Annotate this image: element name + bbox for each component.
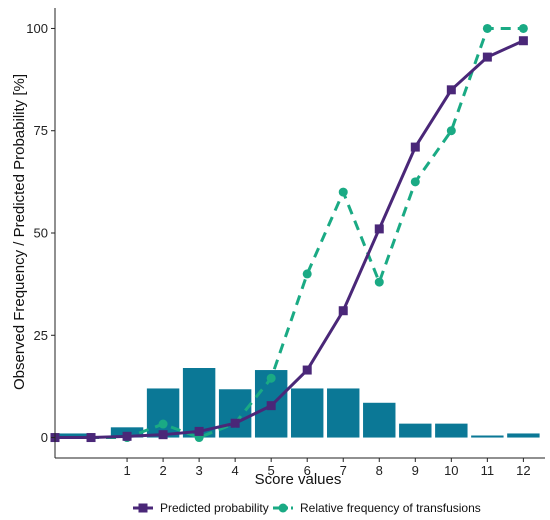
histogram-bar (399, 423, 432, 438)
histogram-bar (327, 388, 360, 438)
observed-point (374, 277, 384, 287)
x-tick-label: 5 (268, 463, 275, 478)
x-tick-label: 4 (232, 463, 239, 478)
histogram-bar (507, 433, 540, 438)
histogram-bar (435, 423, 468, 438)
legend-marker-predicted (138, 503, 148, 513)
predicted-point (302, 365, 312, 375)
predicted-point (122, 431, 132, 441)
predicted-point (338, 306, 348, 316)
predicted-point (86, 433, 96, 443)
legend-label-predicted: Predicted probability (160, 501, 269, 515)
observed-point (266, 373, 276, 383)
legend-marker-observed (278, 503, 288, 513)
predicted-point (482, 52, 492, 62)
observed-point (410, 177, 420, 187)
x-tick-label: 7 (340, 463, 347, 478)
histogram-bar (363, 402, 396, 438)
x-tick-label: 11 (481, 463, 495, 478)
observed-point (338, 187, 348, 197)
series-layer (50, 23, 528, 443)
observed-point (518, 23, 528, 33)
x-axis-title: Score values (255, 471, 342, 488)
legend: Predicted probability Relative frequency … (133, 501, 481, 515)
y-tick-label: 25 (34, 328, 48, 343)
predicted-point (446, 85, 456, 95)
observed-point (446, 126, 456, 136)
predicted-point (518, 36, 528, 46)
predicted-point (230, 418, 240, 428)
x-tick-label: 10 (444, 463, 458, 478)
y-tick-label: 50 (34, 226, 48, 241)
histogram-bar (290, 388, 324, 438)
predicted-point (374, 224, 384, 234)
observed-point (158, 419, 168, 429)
y-tick-label: 75 (34, 123, 48, 138)
histogram-bar (182, 368, 216, 438)
histogram-bar (471, 435, 504, 438)
y-axis-title: Observed Frequency / Predicted Probabili… (11, 74, 28, 390)
predicted-point (266, 401, 276, 411)
y-tick-label: 100 (26, 21, 48, 36)
x-tick-label: 2 (159, 463, 166, 478)
observed-point (482, 23, 492, 33)
observed-point (302, 269, 312, 279)
x-tick-label: 12 (516, 463, 530, 478)
series-line (55, 39, 525, 440)
x-tick-label: 3 (196, 463, 203, 478)
predicted-point (158, 430, 168, 440)
x-tick-label: 1 (123, 463, 130, 478)
x-tick-label: 9 (412, 463, 419, 478)
predicted-point (410, 142, 420, 152)
predicted-point (194, 426, 204, 436)
x-tick-label: 6 (304, 463, 311, 478)
series-line (55, 26, 524, 440)
histogram-bar (218, 389, 252, 438)
legend-label-observed: Relative frequency of transfusions (300, 501, 481, 515)
x-tick-label: 8 (376, 463, 383, 478)
y-tick-label: 0 (41, 430, 48, 445)
histogram-bar (56, 433, 90, 438)
